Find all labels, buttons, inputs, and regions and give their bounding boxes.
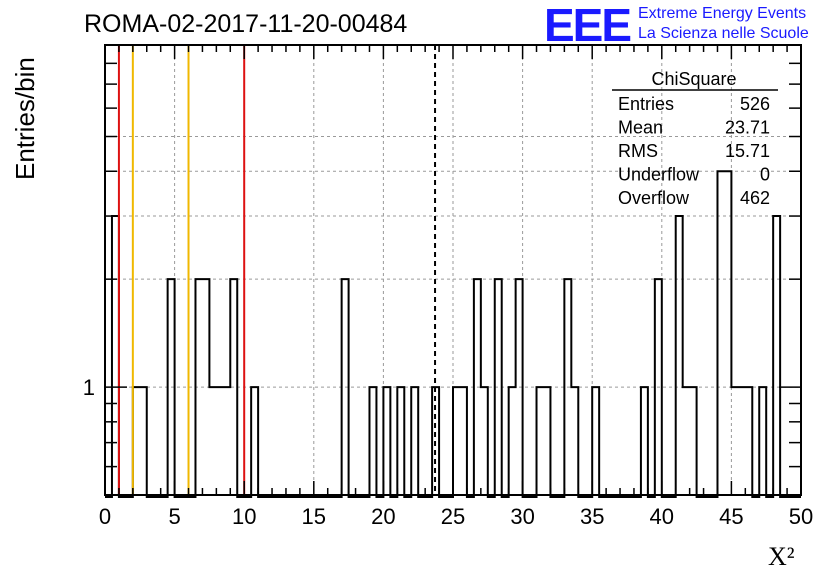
histogram-bin bbox=[641, 387, 648, 495]
histogram-bin bbox=[216, 387, 223, 495]
histogram-outline bbox=[105, 170, 801, 498]
stats-value: 0 bbox=[760, 165, 770, 185]
x-tick-label: 45 bbox=[719, 504, 743, 529]
histogram-bin bbox=[731, 387, 738, 495]
histogram-bin bbox=[474, 279, 481, 495]
stats-title: ChiSquare bbox=[651, 69, 736, 89]
histogram-bin bbox=[230, 279, 237, 495]
histogram-bin bbox=[411, 387, 418, 495]
histogram-bin bbox=[453, 387, 460, 495]
histogram-bin bbox=[251, 387, 258, 495]
histogram-bin bbox=[140, 387, 147, 495]
histogram-bin bbox=[738, 387, 745, 495]
histogram-bin bbox=[369, 387, 376, 495]
stats-label: RMS bbox=[618, 141, 658, 161]
histogram-bin bbox=[481, 387, 488, 495]
histogram-bin bbox=[495, 279, 502, 495]
histogram-bin bbox=[592, 387, 599, 495]
histogram-bin bbox=[571, 387, 578, 495]
histogram-bin bbox=[543, 387, 550, 495]
histogram-bin bbox=[759, 387, 766, 495]
stats-value: 526 bbox=[740, 94, 770, 114]
stats-value: 23.71 bbox=[725, 118, 770, 138]
x-tick-label: 30 bbox=[510, 504, 534, 529]
eee-logo-caption: Extreme Energy Events La Scienza nelle S… bbox=[638, 4, 809, 44]
y-tick-label: 1 bbox=[83, 375, 95, 400]
histogram-bin bbox=[209, 387, 216, 495]
histogram-bin bbox=[342, 279, 349, 495]
x-tick-label: 50 bbox=[789, 504, 813, 529]
histogram-bin bbox=[383, 387, 390, 495]
histogram-bin bbox=[683, 387, 690, 495]
x-axis-label: X² bbox=[768, 542, 795, 571]
stats-label: Underflow bbox=[618, 165, 700, 185]
eee-logo: EEE bbox=[544, 0, 632, 51]
x-tick-label: 10 bbox=[232, 504, 256, 529]
histogram-bin bbox=[460, 387, 467, 495]
logo-line-2: La Scienza nelle Scuole bbox=[638, 25, 809, 42]
histogram-bin bbox=[509, 387, 516, 495]
stats-value: 15.71 bbox=[725, 141, 770, 161]
logo-line-1: Extreme Energy Events bbox=[638, 5, 807, 22]
histogram-series bbox=[105, 170, 801, 498]
grid bbox=[105, 45, 801, 495]
histogram-bin bbox=[168, 279, 175, 495]
x-tick-label: 35 bbox=[580, 504, 604, 529]
stats-box: ChiSquare Entries 526 Mean 23.71 RMS 15.71 Und… bbox=[612, 69, 778, 208]
histogram-bin bbox=[745, 387, 752, 495]
histogram-bin bbox=[676, 216, 683, 495]
chart-title: ROMA-02-2017-11-20-00484 bbox=[84, 10, 407, 38]
histogram-bin bbox=[112, 216, 119, 495]
histogram-bin bbox=[133, 387, 140, 495]
histogram-bin bbox=[223, 387, 230, 495]
axis-ticks bbox=[104, 44, 802, 495]
stats-label: Entries bbox=[618, 94, 674, 114]
histogram-bin bbox=[516, 279, 523, 495]
x-tick-label: 25 bbox=[441, 504, 465, 529]
histogram-bin bbox=[564, 279, 571, 495]
histogram-bin bbox=[537, 387, 544, 495]
stats-label: Mean bbox=[618, 118, 663, 138]
histogram-bin bbox=[690, 387, 697, 495]
histogram-bin bbox=[717, 171, 724, 495]
histogram-bin bbox=[195, 279, 202, 495]
x-tick-label: 0 bbox=[99, 504, 111, 529]
stats-label: Overflow bbox=[618, 188, 690, 208]
histogram-bin bbox=[202, 279, 209, 495]
histogram-bin bbox=[724, 171, 731, 495]
reference-lines bbox=[117, 45, 437, 495]
histogram-bin bbox=[397, 387, 404, 495]
histogram-bin bbox=[655, 279, 662, 495]
x-tick-label: 40 bbox=[650, 504, 674, 529]
x-tick-label: 15 bbox=[302, 504, 326, 529]
y-axis-label: Entries/bin bbox=[10, 57, 40, 180]
x-tick-label: 5 bbox=[168, 504, 180, 529]
axis-tick-labels: 0 5 10 15 20 25 30 35 40 45 50 1 bbox=[83, 375, 813, 529]
stats-value: 462 bbox=[740, 188, 770, 208]
histogram-bin bbox=[773, 216, 780, 495]
x-tick-label: 20 bbox=[371, 504, 395, 529]
